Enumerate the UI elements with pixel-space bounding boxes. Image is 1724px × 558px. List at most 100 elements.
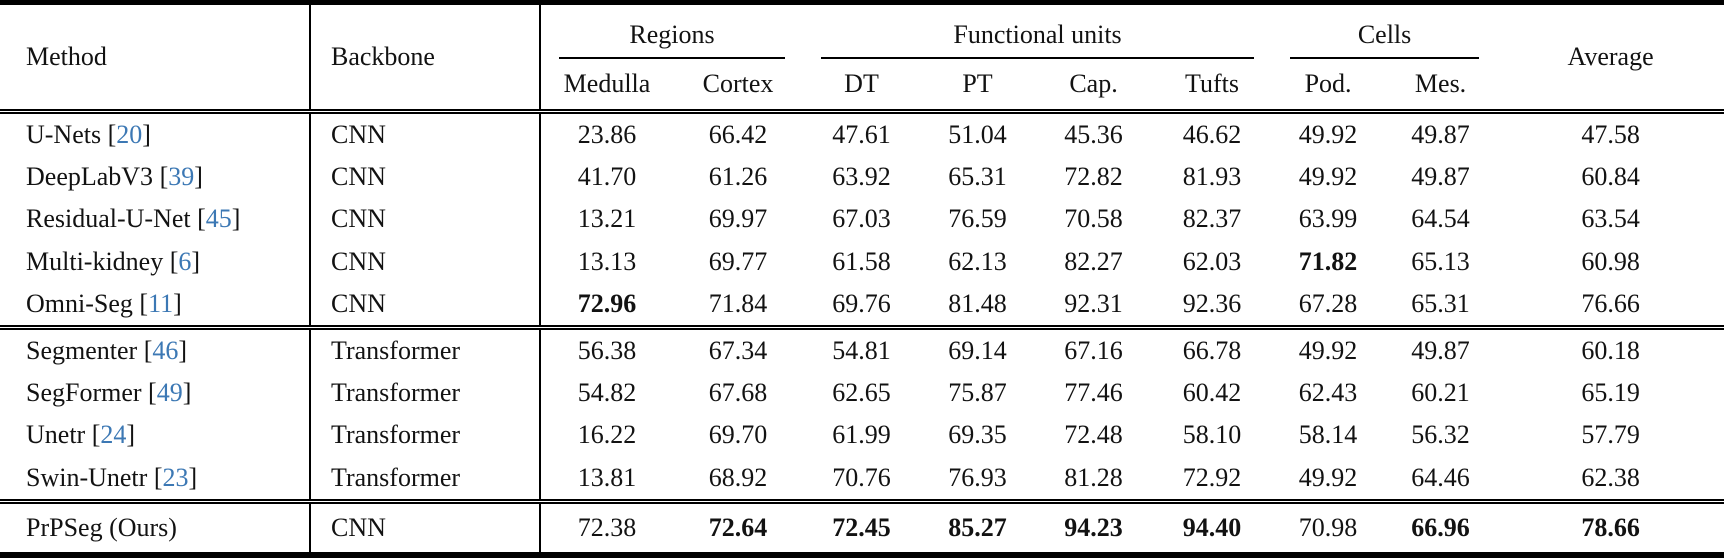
row-group-cnn-methods: U-Nets [20] CNN 23.86 66.42 47.61 51.04 45.36 4… xyxy=(0,111,1724,328)
method-cell: PrPSeg (Ours) xyxy=(0,501,311,555)
value-cell: 66.96 xyxy=(1411,512,1470,542)
col-header-dt: DT xyxy=(844,69,879,98)
value-cell: 82.27 xyxy=(1064,246,1123,276)
method-cell: Multi-kidney [6] xyxy=(0,240,311,283)
citation-link[interactable]: 24 xyxy=(100,420,127,450)
table-row: Omni-Seg [11] CNN 72.96 71.84 69.76 81.48 92.3… xyxy=(0,282,1724,328)
value-cell: 13.81 xyxy=(577,462,637,492)
value-cell: 72.82 xyxy=(1064,162,1123,192)
citation-link[interactable]: 39 xyxy=(168,162,195,192)
value-cell: 92.36 xyxy=(1182,288,1242,318)
value-cell: 60.98 xyxy=(1581,246,1640,276)
value-cell: 41.70 xyxy=(577,162,637,192)
value-cell: 85.27 xyxy=(948,512,1007,542)
value-cell: 47.58 xyxy=(1581,120,1640,150)
value-cell: 64.46 xyxy=(1411,462,1470,492)
citation-link[interactable]: 45 xyxy=(205,204,232,234)
row-group-ours: PrPSeg (Ours) CNN 72.38 72.64 72.45 85.27 94.2… xyxy=(0,501,1724,555)
table-row: Swin-Unetr [23] Transformer 13.81 68.92 70.7… xyxy=(0,456,1724,502)
col-group-regions: Regions xyxy=(540,3,803,59)
value-cell: 66.42 xyxy=(708,120,768,150)
group-header-row: Method Backbone Regions Functional units… xyxy=(0,2,1724,112)
col-header-tufts: Tufts xyxy=(1185,69,1240,98)
value-cell: 61.26 xyxy=(708,162,768,192)
backbone-cell: CNN xyxy=(310,111,541,157)
table-row: Multi-kidney [6] CNN 13.13 69.77 61.58 62.13 8… xyxy=(0,240,1724,283)
citation-link[interactable]: 23 xyxy=(162,462,189,492)
value-cell: 76.93 xyxy=(948,462,1007,492)
value-cell: 56.38 xyxy=(577,336,637,366)
value-cell: 70.76 xyxy=(832,462,891,492)
method-cell: DeepLabV3 [39] xyxy=(0,156,311,199)
table-row: SegFormer [49] Transformer 54.82 67.68 62.65… xyxy=(0,372,1724,415)
col-group-cells: Cells xyxy=(1272,3,1497,59)
table-header: Method Backbone Regions Functional units… xyxy=(0,2,1724,112)
value-cell: 71.84 xyxy=(708,288,768,318)
value-cell: 69.35 xyxy=(948,420,1007,450)
value-cell: 49.92 xyxy=(1298,336,1358,366)
col-header-cap: Cap. xyxy=(1069,69,1118,98)
group-label-cells: Cells xyxy=(1357,20,1412,49)
value-cell: 81.28 xyxy=(1064,462,1123,492)
citation-link[interactable]: 46 xyxy=(152,336,179,366)
table-row: DeepLabV3 [39] CNN 41.70 61.26 63.92 65.31 72.… xyxy=(0,156,1724,199)
backbone-cell: CNN xyxy=(310,240,541,283)
col-header-pod: Pod. xyxy=(1304,69,1352,98)
value-cell: 47.61 xyxy=(832,120,891,150)
value-cell: 70.58 xyxy=(1064,204,1123,234)
method-cell: Swin-Unetr [23] xyxy=(0,456,311,502)
col-header-mes: Mes. xyxy=(1414,69,1467,98)
value-cell: 62.03 xyxy=(1182,246,1242,276)
value-cell: 69.76 xyxy=(832,288,891,318)
value-cell: 94.23 xyxy=(1064,512,1123,542)
col-header-backbone: Backbone xyxy=(310,2,541,112)
value-cell: 49.87 xyxy=(1411,120,1470,150)
backbone-cell: CNN xyxy=(310,156,541,199)
table-row: U-Nets [20] CNN 23.86 66.42 47.61 51.04 45.36 4… xyxy=(0,111,1724,157)
method-cell: Omni-Seg [11] xyxy=(0,282,311,328)
col-header-medulla: Medulla xyxy=(563,69,651,98)
value-cell: 60.42 xyxy=(1182,378,1242,408)
value-cell: 54.82 xyxy=(577,378,637,408)
method-cell: SegFormer [49] xyxy=(0,372,311,415)
backbone-cell: CNN xyxy=(310,282,541,328)
value-cell: 61.99 xyxy=(832,420,891,450)
citation-link[interactable]: 11 xyxy=(148,288,174,318)
value-cell: 62.65 xyxy=(832,378,891,408)
value-cell: 72.48 xyxy=(1064,420,1123,450)
value-cell: 64.54 xyxy=(1411,204,1470,234)
value-cell: 69.77 xyxy=(708,246,768,276)
col-header-cortex: Cortex xyxy=(702,69,774,98)
value-cell: 63.99 xyxy=(1298,204,1358,234)
value-cell: 54.81 xyxy=(832,336,891,366)
group-label-regions: Regions xyxy=(629,20,715,49)
citation-link[interactable]: 6 xyxy=(178,246,192,276)
value-cell: 16.22 xyxy=(577,420,637,450)
value-cell: 65.31 xyxy=(1411,288,1470,318)
value-cell: 92.31 xyxy=(1064,288,1123,318)
value-cell: 82.37 xyxy=(1182,204,1242,234)
value-cell: 94.40 xyxy=(1182,512,1242,542)
value-cell: 71.82 xyxy=(1298,246,1358,276)
col-header-method: Method xyxy=(0,2,311,112)
backbone-cell: Transformer xyxy=(310,372,541,415)
group-underline xyxy=(821,57,1255,59)
backbone-cell: Transformer xyxy=(310,456,541,502)
value-cell: 61.58 xyxy=(832,246,891,276)
citation-link[interactable]: 20 xyxy=(116,120,143,150)
table-row: Unetr [24] Transformer 16.22 69.70 61.99 69.3… xyxy=(0,414,1724,457)
group-label-functional-units: Functional units xyxy=(953,20,1122,49)
value-cell: 75.87 xyxy=(948,378,1007,408)
value-cell: 65.13 xyxy=(1411,246,1470,276)
value-cell: 67.16 xyxy=(1064,336,1123,366)
citation-link[interactable]: 49 xyxy=(156,378,183,408)
value-cell: 81.48 xyxy=(948,288,1007,318)
value-cell: 66.78 xyxy=(1182,336,1242,366)
value-cell: 62.43 xyxy=(1298,378,1358,408)
table-row: Residual-U-Net [45] CNN 13.21 69.97 67.03 76.… xyxy=(0,198,1724,241)
value-cell: 56.32 xyxy=(1411,420,1470,450)
value-cell: 46.62 xyxy=(1182,120,1242,150)
value-cell: 70.98 xyxy=(1298,512,1358,542)
col-header-average: Average xyxy=(1567,42,1654,71)
value-cell: 63.54 xyxy=(1581,204,1640,234)
